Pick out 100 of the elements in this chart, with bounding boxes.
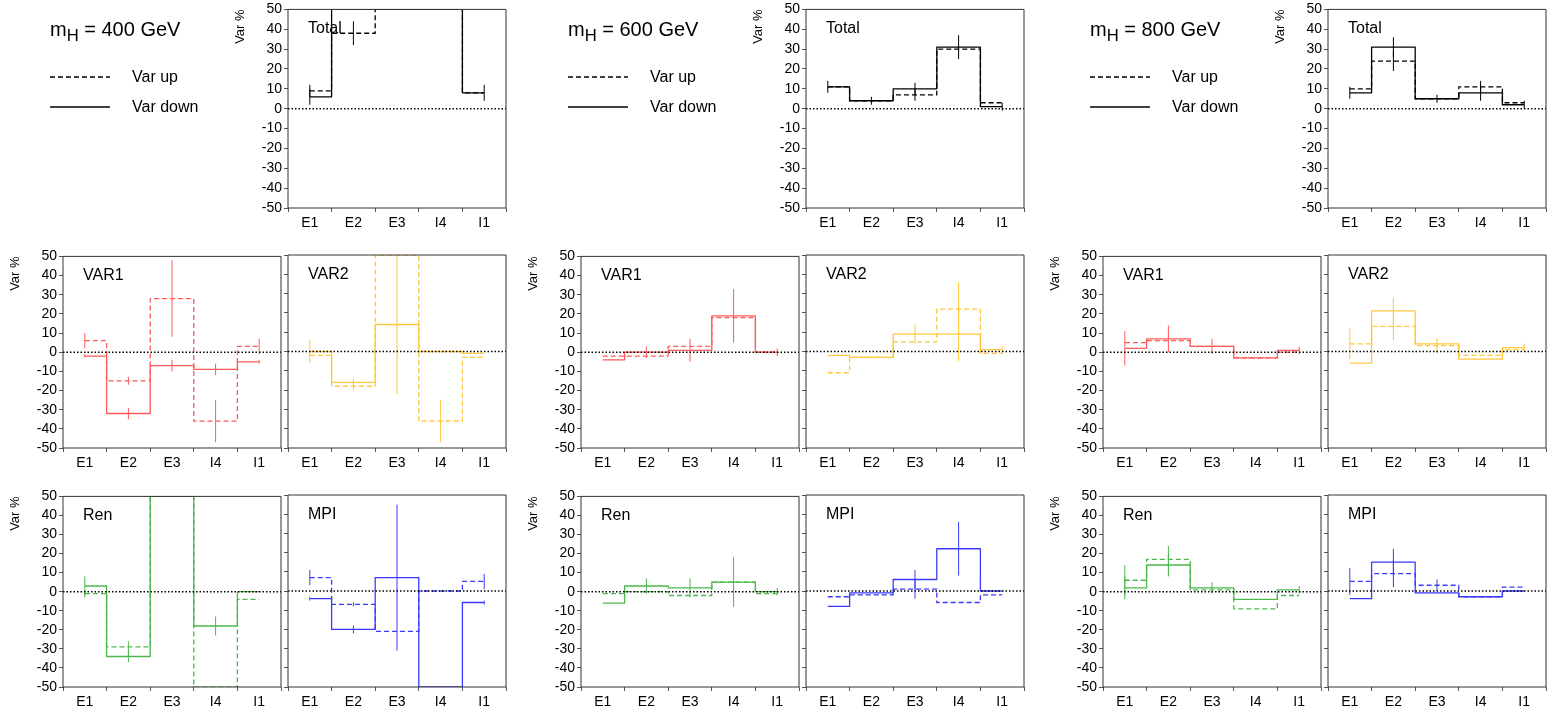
y-tick-label: -40 <box>36 658 58 675</box>
y-tick-label: 30 <box>1306 39 1323 56</box>
y-tick-label: 50 <box>559 487 576 504</box>
x-tick-label: E1 <box>819 693 837 710</box>
x-tick-label: E1 <box>1341 214 1359 231</box>
x-tick-label: E3 <box>163 693 181 710</box>
x-tick-label: I1 <box>253 454 266 471</box>
y-tick-label: -10 <box>261 119 283 136</box>
legend-label: Var up <box>650 68 696 86</box>
y-tick-label: -40 <box>261 179 283 195</box>
legend-label: Var up <box>132 68 178 86</box>
x-tick-label: I4 <box>434 693 447 710</box>
x-tick-label: E1 <box>76 693 94 710</box>
x-tick-label: E2 <box>637 693 656 710</box>
x-tick-label: E3 <box>906 454 924 471</box>
x-tick-label: I4 <box>1474 693 1487 710</box>
annotation: MPI <box>308 505 337 522</box>
x-tick-label: I4 <box>209 693 222 710</box>
y-tick-label: 0 <box>274 99 283 116</box>
annotation: MPI <box>826 505 855 522</box>
y-tick-label: 40 <box>41 506 58 523</box>
y-tick-label: 20 <box>784 59 801 76</box>
x-tick-label: E1 <box>819 454 837 471</box>
x-tick-label: E3 <box>681 693 699 710</box>
y-tick-label: -20 <box>261 139 283 156</box>
x-tick-label: E2 <box>1384 693 1403 710</box>
text: m$_{H}$ = 600 GeV <box>568 18 699 46</box>
y-tick-label: 50 <box>266 0 283 17</box>
x-tick-label: E3 <box>1428 693 1446 710</box>
x-tick-label: I1 <box>1518 454 1531 471</box>
y-tick-label: -40 <box>36 419 58 436</box>
y-tick-label: -50 <box>36 677 58 694</box>
annotation: Total <box>826 19 860 37</box>
x-tick-label: E3 <box>906 214 924 231</box>
y-tick-label: -50 <box>36 438 58 455</box>
y-tick-label: 20 <box>1081 304 1098 321</box>
x-tick-label: I4 <box>209 454 222 471</box>
y-tick-label: 40 <box>559 266 576 283</box>
y-tick-label: 10 <box>1081 563 1098 580</box>
y-tick-label: 30 <box>784 39 801 56</box>
y-tick-label: 10 <box>559 563 576 580</box>
y-tick-label: 0 <box>1089 343 1098 360</box>
y-tick-label: 10 <box>1306 79 1323 96</box>
y-tick-label: -20 <box>1076 381 1098 398</box>
x-tick-label: E2 <box>344 693 363 710</box>
x-tick-label: E1 <box>301 214 319 231</box>
x-tick-label: E3 <box>1428 454 1446 471</box>
y-tick-label: 40 <box>1081 266 1098 283</box>
x-tick-label: E1 <box>1341 454 1359 471</box>
x-tick-label: I1 <box>1518 693 1531 710</box>
annotation: Total <box>1348 19 1382 37</box>
y-tick-label: -10 <box>36 362 58 379</box>
x-tick-label: E1 <box>1116 693 1134 710</box>
text: m$_{H}$ = 400 GeV <box>50 18 181 46</box>
y-tick-label: 50 <box>41 487 58 504</box>
y-tick-label: -10 <box>1301 119 1323 136</box>
x-tick-label: E3 <box>388 454 406 471</box>
y-tick-label: 0 <box>567 343 576 360</box>
y-tick-label: 20 <box>41 544 58 561</box>
x-tick-label: E2 <box>1384 214 1403 231</box>
y-tick-label: 30 <box>41 525 58 542</box>
x-tick-label: I1 <box>996 454 1009 471</box>
x-tick-label: E3 <box>388 693 406 710</box>
annotation: VAR1 <box>83 266 124 284</box>
annotation: Ren <box>601 506 631 524</box>
y-tick-label: -20 <box>1301 139 1323 156</box>
x-tick-label: I4 <box>1474 454 1487 471</box>
y-tick-label: 40 <box>1306 20 1323 37</box>
y-tick-label: 30 <box>559 525 576 542</box>
y-tick-label: -50 <box>779 198 801 215</box>
y-tick-label: -10 <box>554 362 576 379</box>
x-tick-label: E1 <box>301 693 319 710</box>
y-axis-title: Var % <box>1047 255 1063 291</box>
y-tick-label: 20 <box>41 304 58 321</box>
x-tick-label: I4 <box>952 214 965 231</box>
x-tick-label: I4 <box>434 214 447 231</box>
y-tick-label: 50 <box>1081 487 1098 504</box>
y-tick-label: 30 <box>1081 285 1098 302</box>
x-tick-label: I1 <box>771 454 784 471</box>
y-tick-label: -20 <box>554 381 576 398</box>
y-axis-title: Var % <box>7 495 23 531</box>
x-tick-label: I1 <box>771 693 784 710</box>
annotation: VAR1 <box>601 266 642 284</box>
y-tick-label: -40 <box>1301 179 1323 195</box>
y-tick-label: -30 <box>1301 159 1323 176</box>
x-tick-label: E2 <box>862 454 881 471</box>
legend-label: Var down <box>132 98 199 116</box>
annotation: Ren <box>1123 506 1153 524</box>
y-tick-label: -40 <box>779 179 801 195</box>
x-tick-label: I4 <box>434 454 447 471</box>
x-tick-label: I1 <box>996 693 1009 710</box>
y-tick-label: 20 <box>1081 544 1098 561</box>
x-tick-label: E2 <box>1384 454 1403 471</box>
y-tick-label: 0 <box>49 582 58 599</box>
y-tick-label: -30 <box>779 159 801 176</box>
y-tick-label: 10 <box>1081 323 1098 340</box>
x-tick-label: E1 <box>1116 454 1134 471</box>
y-axis-title: Var % <box>232 8 248 44</box>
y-tick-label: -30 <box>36 639 58 656</box>
x-tick-label: I4 <box>727 693 740 710</box>
